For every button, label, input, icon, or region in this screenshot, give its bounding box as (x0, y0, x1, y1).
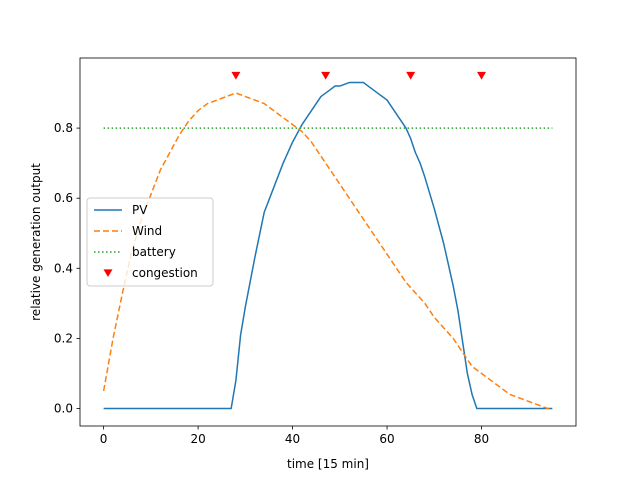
legend-label-wind: Wind (132, 224, 162, 238)
congestion-marker (321, 71, 331, 80)
y-axis-ticks: 0.0 0.2 0.4 0.6 0.8 (54, 121, 80, 415)
congestion-marker (231, 71, 241, 80)
x-tick-label: 0 (100, 432, 108, 446)
y-tick-label: 0.0 (54, 401, 73, 415)
x-axis-label: time [15 min] (287, 457, 369, 471)
series-line-wind (102, 92, 553, 410)
congestion-marker (477, 71, 487, 80)
congestion-marker (406, 71, 416, 80)
x-tick-label: 40 (285, 432, 300, 446)
series-layer (102, 81, 553, 410)
legend-swatch-congestion (103, 269, 113, 278)
legend-label-congestion: congestion (132, 266, 198, 280)
x-axis-ticks: 0 20 40 60 80 (100, 426, 489, 446)
series-line-pv (103, 81, 553, 410)
legend-label-battery: battery (132, 245, 176, 259)
x-tick-label: 80 (474, 432, 489, 446)
y-tick-label: 0.4 (54, 261, 73, 275)
y-tick-label: 0.8 (54, 121, 73, 135)
plot-frame (79, 57, 577, 427)
x-tick-label: 20 (190, 432, 205, 446)
y-tick-label: 0.2 (54, 331, 73, 345)
y-tick-label: 0.6 (54, 191, 73, 205)
legend-label-pv: PV (132, 203, 148, 217)
legend-box (86, 197, 214, 287)
y-axis-label: relative generation output (29, 163, 43, 321)
marker-layer (231, 71, 487, 80)
x-tick-label: 60 (379, 432, 394, 446)
legend: PV Wind battery congestion (86, 197, 214, 287)
